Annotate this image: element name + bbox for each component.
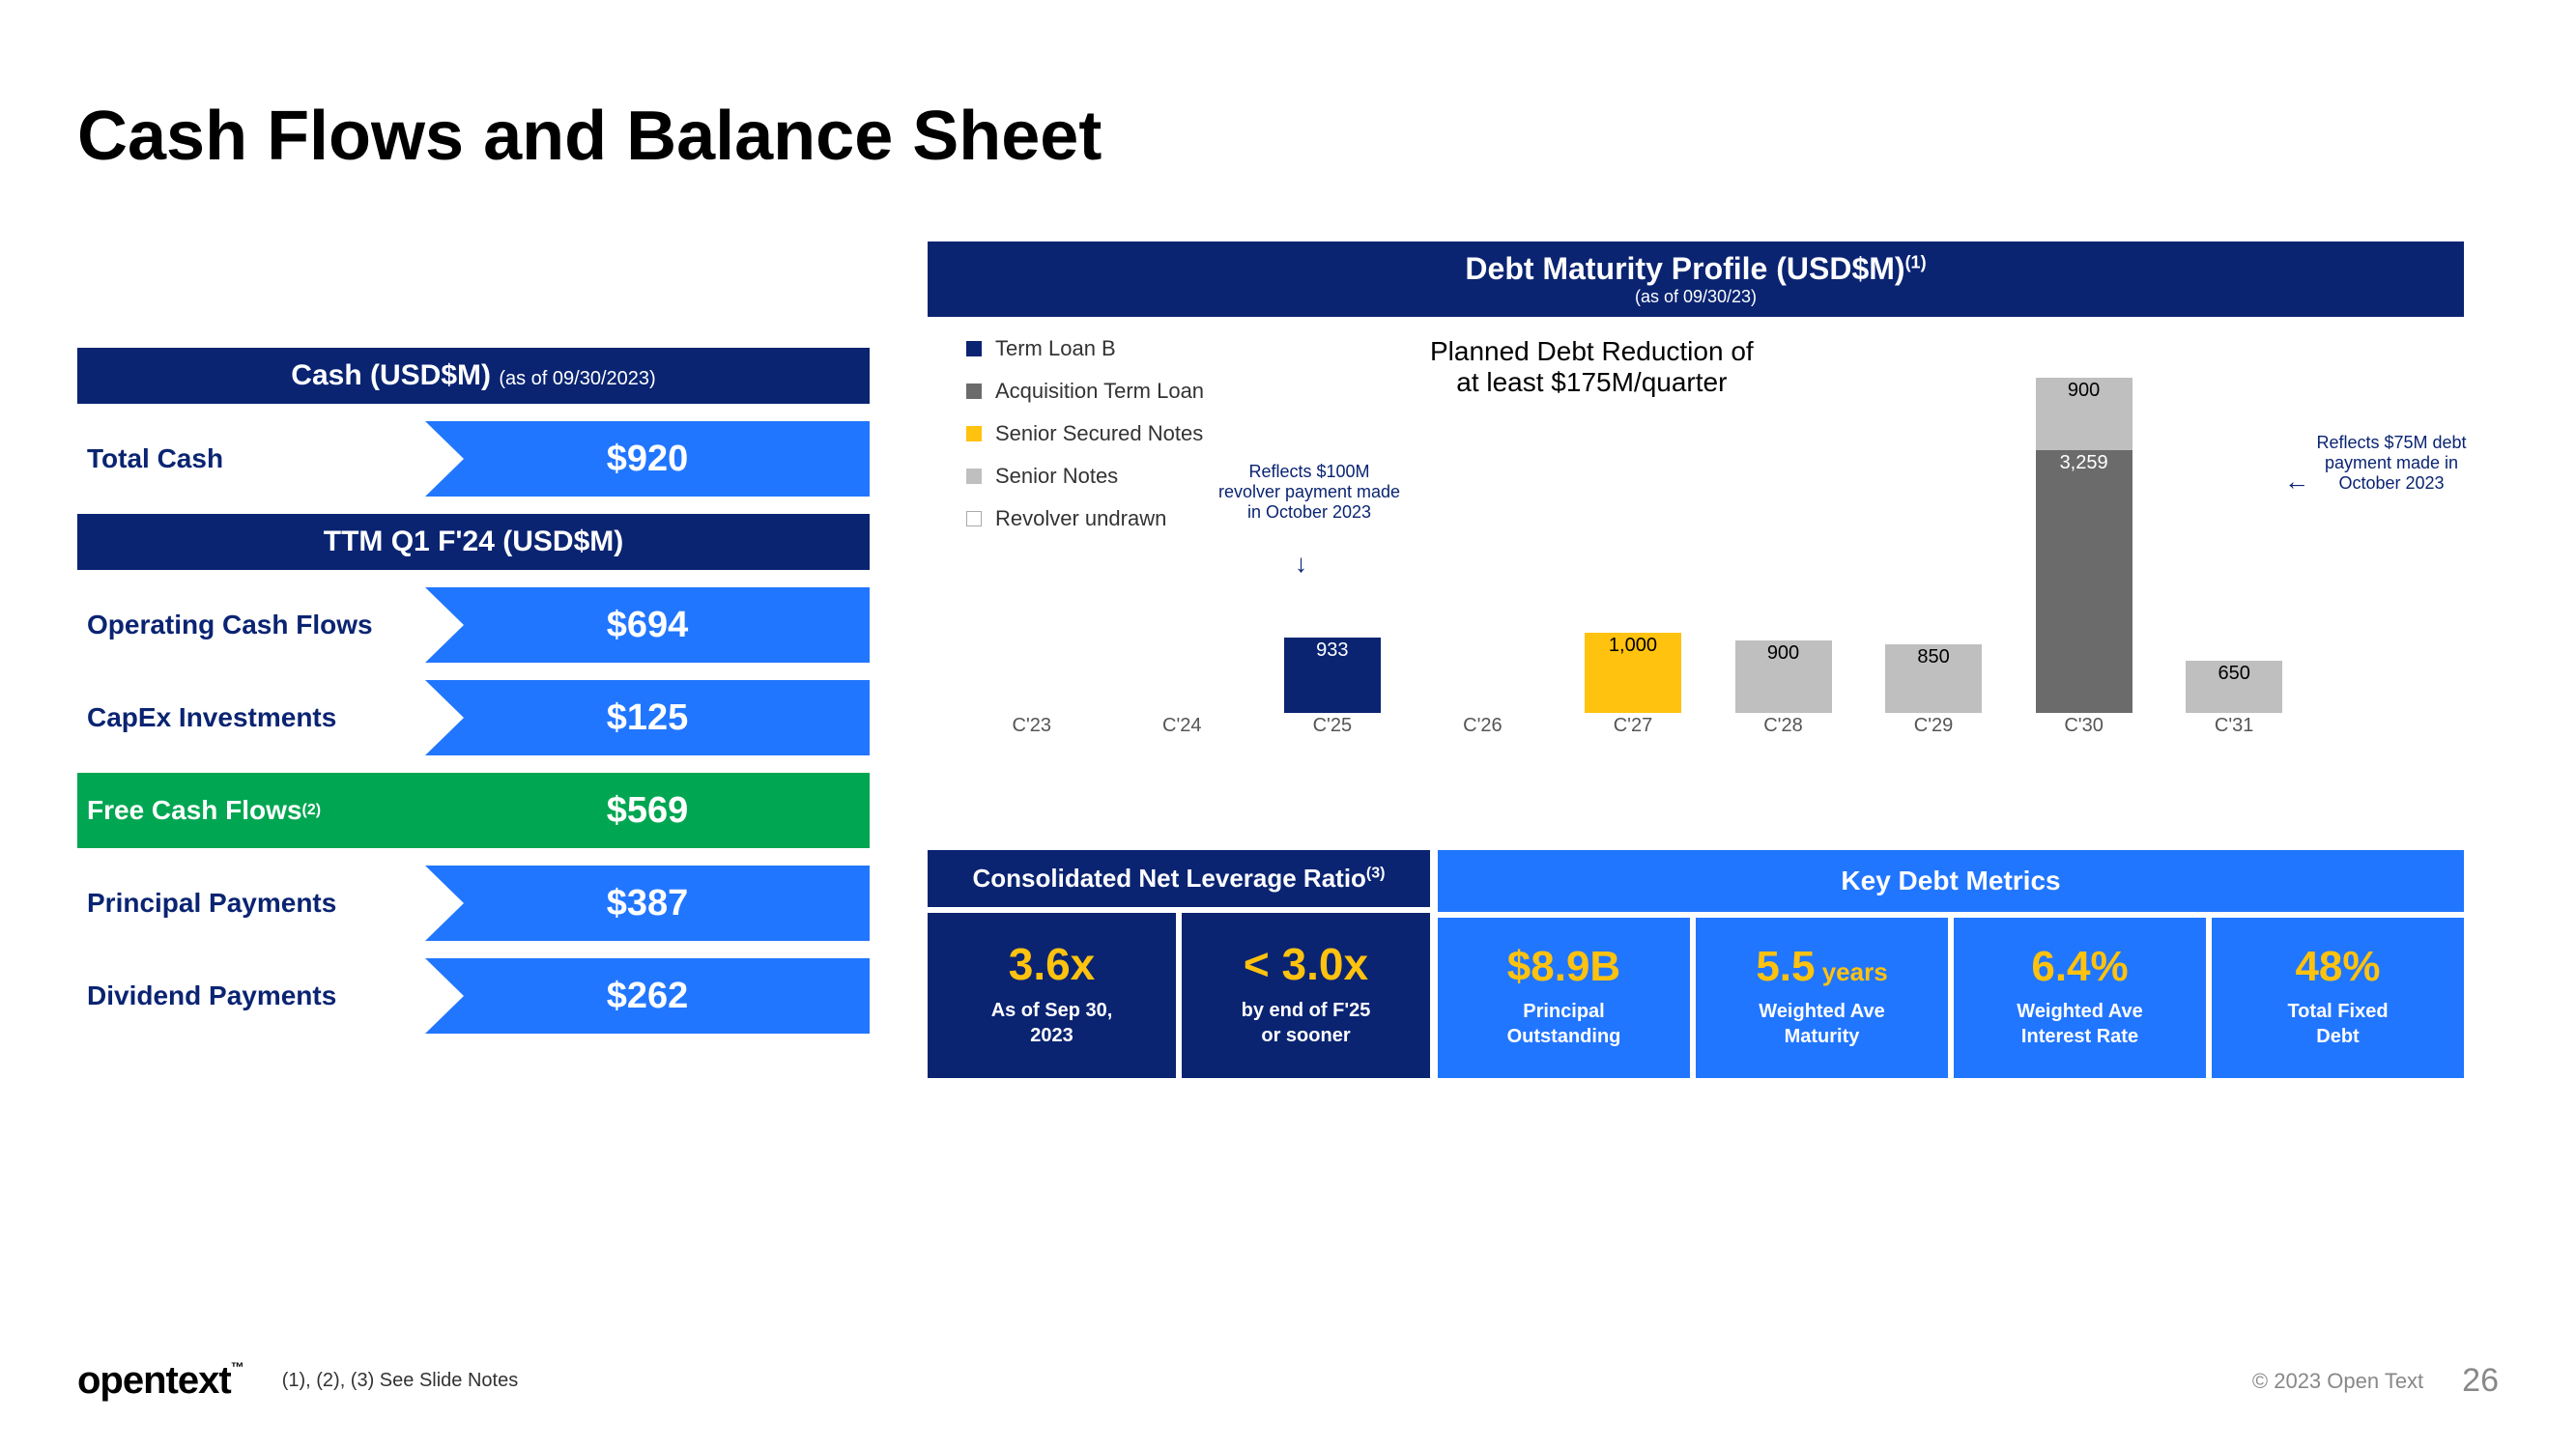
debt-section: Debt Maturity Profile (USD$M)(1) (as of …: [928, 242, 2464, 742]
debt-header-sub: (as of 09/30/23): [928, 287, 2464, 307]
x-axis-label: C'23: [984, 715, 1080, 742]
leverage-card: 3.6x As of Sep 30,2023: [928, 913, 1176, 1078]
ttm-header: TTM Q1 F'24 (USD$M): [77, 514, 870, 570]
key-metrics-block: Key Debt Metrics $8.9B PrincipalOutstandi…: [1438, 850, 2464, 1078]
key-metric-card: $8.9B PrincipalOutstanding: [1438, 918, 1690, 1078]
cash-row: Free Cash Flows(2)$569: [77, 773, 870, 848]
key-metric-sub: Weighted AveMaturity: [1702, 999, 1942, 1049]
cash-header: Cash (USD$M) (as of 09/30/2023): [77, 348, 870, 404]
leverage-card: < 3.0x by end of F'25or sooner: [1182, 913, 1430, 1078]
leverage-sub: by end of F'25or sooner: [1189, 998, 1422, 1048]
bar-value-label: 1,000: [1585, 635, 1681, 657]
bar-column: 900: [1735, 640, 1832, 713]
key-metric-sub: Weighted AveInterest Rate: [1960, 999, 2200, 1049]
cash-row-value: $125: [425, 680, 870, 755]
cash-row: Dividend Payments$262: [77, 958, 870, 1034]
bar-column: 1,000: [1585, 633, 1681, 713]
footer: opentext™ (1), (2), (3) See Slide Notes …: [77, 1359, 2499, 1403]
debt-header: Debt Maturity Profile (USD$M)(1) (as of …: [928, 242, 2464, 317]
key-metric-value: 48%: [2218, 943, 2458, 991]
bar-segment: 900: [1735, 640, 1832, 713]
x-axis-label: C'31: [2186, 715, 2282, 742]
bar-segment: 850: [1885, 644, 1982, 713]
leverage-value: < 3.0x: [1189, 938, 1422, 990]
cash-row-label: Operating Cash Flows: [77, 587, 464, 663]
logo: opentext™: [77, 1359, 243, 1403]
debt-header-sup: (1): [1905, 252, 1927, 271]
key-metric-sub: PrincipalOutstanding: [1444, 999, 1684, 1049]
slide-title: Cash Flows and Balance Sheet: [77, 97, 1102, 176]
footnotes: (1), (2), (3) See Slide Notes: [282, 1370, 519, 1392]
x-axis-label: C'29: [1885, 715, 1982, 742]
key-metric-value: $8.9B: [1444, 943, 1684, 991]
cash-row: Total Cash$920: [77, 421, 870, 497]
cash-row-label: Free Cash Flows(2): [77, 773, 464, 848]
debt-header-text: Debt Maturity Profile (USD$M): [1465, 251, 1904, 286]
x-axis-label: C'28: [1735, 715, 1832, 742]
bar-segment: 933: [1284, 638, 1381, 713]
bar-column: 933: [1284, 638, 1381, 713]
cash-header-text: Cash (USD$M): [291, 359, 491, 391]
key-metric-value: 5.5 years: [1702, 943, 1942, 991]
cash-row-value: $920: [425, 421, 870, 497]
bar-column: 850: [1885, 644, 1982, 713]
bar-segment: 3,259: [2036, 450, 2132, 713]
leverage-header: Consolidated Net Leverage Ratio(3): [928, 850, 1430, 907]
leverage-value: 3.6x: [935, 938, 1168, 990]
cash-header-note: (as of 09/30/2023): [499, 368, 655, 389]
bar-value-label: 933: [1284, 639, 1381, 662]
x-axis-label: C'24: [1133, 715, 1230, 742]
key-metric-value: 6.4%: [1960, 943, 2200, 991]
copyright: © 2023 Open Text: [2252, 1369, 2423, 1394]
cash-section: Cash (USD$M) (as of 09/30/2023) Total Ca…: [77, 348, 870, 1034]
page-number: 26: [2462, 1362, 2499, 1400]
cash-row-value: $569: [425, 773, 870, 848]
bar-value-label: 900: [1735, 642, 1832, 665]
key-metric-sub: Total FixedDebt: [2218, 999, 2458, 1049]
x-axis-label: C'30: [2036, 715, 2132, 742]
bar-value-label: 650: [2186, 663, 2282, 685]
bar-column: 3,259 900: [2036, 378, 2132, 713]
cash-row-label: Dividend Payments: [77, 958, 464, 1034]
bar-segment: 900: [2036, 378, 2132, 450]
cash-row-value: $387: [425, 866, 870, 941]
logo-text: opentext: [77, 1359, 231, 1402]
cash-row-label: Total Cash: [77, 421, 464, 497]
key-metric-card: 48% Total FixedDebt: [2212, 918, 2464, 1078]
bar-segment: 1,000: [1585, 633, 1681, 713]
key-metric-card: 6.4% Weighted AveInterest Rate: [1954, 918, 2206, 1078]
leverage-block: Consolidated Net Leverage Ratio(3) 3.6x A…: [928, 850, 1430, 1078]
bar-value-label: 3,259: [2036, 452, 2132, 474]
leverage-sub: As of Sep 30,2023: [935, 998, 1168, 1048]
payment-note: Reflects $75M debt payment made in Octob…: [2309, 433, 2474, 494]
x-axis-label: C'27: [1585, 715, 1681, 742]
bar-value-label: 900: [2036, 380, 2132, 402]
bar-value-label: 850: [1885, 646, 1982, 668]
metrics-row: Consolidated Net Leverage Ratio(3) 3.6x A…: [928, 850, 2464, 1078]
x-axis-label: C'26: [1434, 715, 1531, 742]
debt-chart: Term Loan BAcquisition Term LoanSenior S…: [928, 317, 2464, 742]
bar-segment: 650: [2186, 661, 2282, 713]
cash-row: Operating Cash Flows$694: [77, 587, 870, 663]
cash-row-value: $694: [425, 587, 870, 663]
cash-row-value: $262: [425, 958, 870, 1034]
key-metrics-header: Key Debt Metrics: [1438, 850, 2464, 912]
cash-row: CapEx Investments$125: [77, 680, 870, 755]
leverage-header-text: Consolidated Net Leverage Ratio: [973, 864, 1366, 893]
cash-row-label: Principal Payments: [77, 866, 464, 941]
x-axis-label: C'25: [1284, 715, 1381, 742]
cash-row: Principal Payments$387: [77, 866, 870, 941]
bar-column: 650: [2186, 661, 2282, 713]
bar-series: 933 1,000 900 850 3,259 900 650: [957, 327, 2309, 713]
x-axis: C'23 C'24 C'25 C'26 C'27 C'28 C'29 C'30 C'31: [957, 715, 2309, 742]
leverage-header-sup: (3): [1366, 865, 1386, 881]
trademark-icon: ™: [231, 1359, 243, 1375]
key-metric-card: 5.5 years Weighted AveMaturity: [1696, 918, 1948, 1078]
cash-row-label: CapEx Investments: [77, 680, 464, 755]
